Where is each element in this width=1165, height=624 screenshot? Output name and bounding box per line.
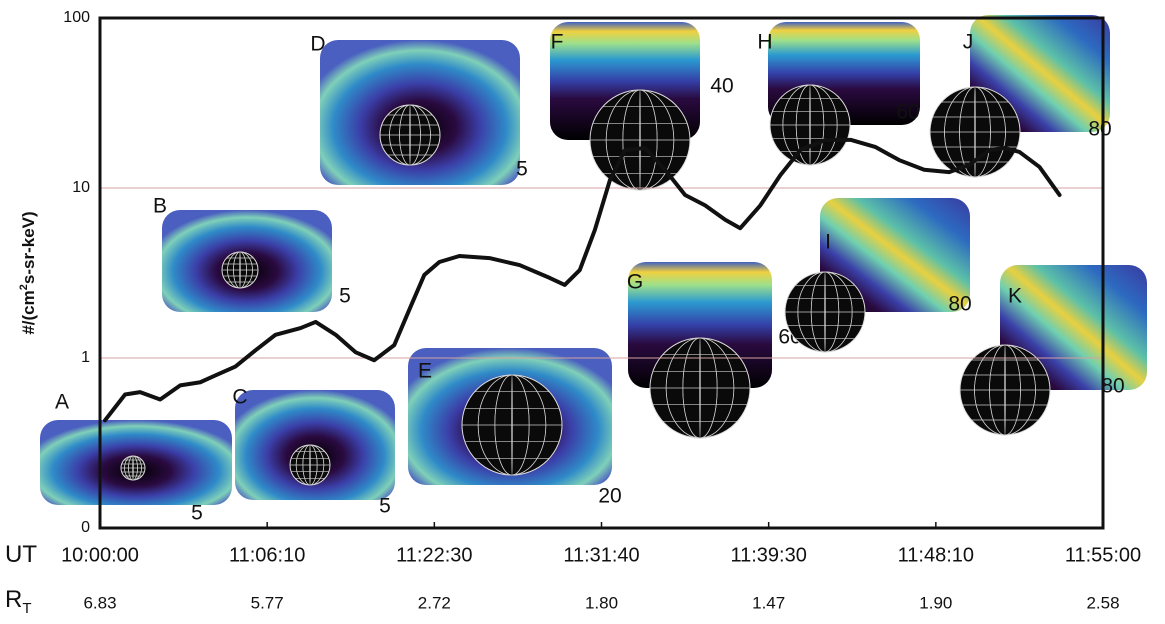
x-tick-label: 2.72 bbox=[418, 593, 451, 612]
x-tick-label: 5.77 bbox=[251, 593, 284, 612]
row-label-sub: T bbox=[22, 600, 31, 617]
row-label-main: R bbox=[5, 586, 22, 613]
panel-label: C bbox=[232, 386, 247, 409]
panel-label: H bbox=[757, 31, 772, 54]
panel-number: 80 bbox=[1088, 118, 1111, 141]
y-label-part: #/(cm bbox=[19, 290, 38, 334]
x-tick-label: 10:00:00 bbox=[61, 544, 139, 566]
panel-image bbox=[820, 198, 970, 312]
globe-meridian bbox=[797, 271, 853, 353]
globe-meridian bbox=[124, 455, 142, 481]
x-tick-label: 1.47 bbox=[752, 593, 785, 612]
panel-label: E bbox=[418, 360, 432, 383]
x-tick-label: 11:55:00 bbox=[1065, 544, 1141, 566]
panel-image bbox=[235, 390, 395, 500]
globe-meridian bbox=[605, 89, 675, 191]
panel-label: A bbox=[55, 391, 69, 414]
x-tick-label: 1.80 bbox=[585, 593, 618, 612]
panel-label: G bbox=[627, 271, 643, 294]
globe-meridian bbox=[782, 84, 838, 166]
x-tick-label: 11:39:30 bbox=[730, 544, 806, 566]
x-tick-label: 11:31:40 bbox=[563, 544, 639, 566]
x-tick-label: 2.58 bbox=[1086, 593, 1119, 612]
panel-number: 20 bbox=[598, 485, 621, 508]
y-axis-label: #/(cm2s-sr-keV) bbox=[18, 211, 39, 334]
panel-label: K bbox=[1008, 285, 1022, 308]
x-tick-label: 11:22:30 bbox=[396, 544, 472, 566]
panel-number: 40 bbox=[710, 75, 733, 98]
y-tick-label: 100 bbox=[63, 9, 90, 26]
globe-meridian bbox=[227, 251, 253, 289]
panel-number: 5 bbox=[191, 502, 203, 525]
globe-meridian bbox=[974, 344, 1036, 436]
y-tick-label: 10 bbox=[72, 179, 90, 196]
panel-number: 80 bbox=[948, 293, 971, 316]
globe-meridian bbox=[944, 86, 1006, 178]
panel-number: 80 bbox=[1101, 375, 1124, 398]
row-label: RT bbox=[5, 586, 32, 617]
panel-label: D bbox=[310, 33, 325, 56]
panel-label: B bbox=[153, 195, 167, 218]
x-tick-label: 6.83 bbox=[83, 593, 116, 612]
data-line bbox=[103, 137, 1062, 423]
globe-meridian bbox=[295, 444, 325, 486]
globe-meridian bbox=[665, 337, 735, 439]
x-tick-label: 11:06:10 bbox=[229, 544, 305, 566]
y-tick-label: 0 bbox=[81, 519, 90, 536]
panel-number: 5 bbox=[339, 285, 351, 308]
y-tick-label: 1 bbox=[81, 349, 90, 366]
globe-meridian bbox=[477, 374, 547, 476]
x-tick-label: 11:48:10 bbox=[898, 544, 974, 566]
panel-number: 60 bbox=[896, 101, 919, 124]
panel-number: 5 bbox=[516, 158, 528, 181]
panel-label: J bbox=[963, 31, 974, 54]
row-label-main: UT bbox=[5, 541, 37, 568]
x-tick-label: 1.90 bbox=[919, 593, 952, 612]
panel-label: F bbox=[551, 31, 564, 54]
y-label-sup: 2 bbox=[18, 284, 30, 290]
panel-number: 5 bbox=[379, 495, 391, 518]
row-label: UT bbox=[5, 541, 37, 568]
globe-meridian bbox=[389, 104, 431, 166]
y-label-part: s-sr-keV) bbox=[19, 211, 38, 284]
panel-label: I bbox=[825, 231, 831, 254]
